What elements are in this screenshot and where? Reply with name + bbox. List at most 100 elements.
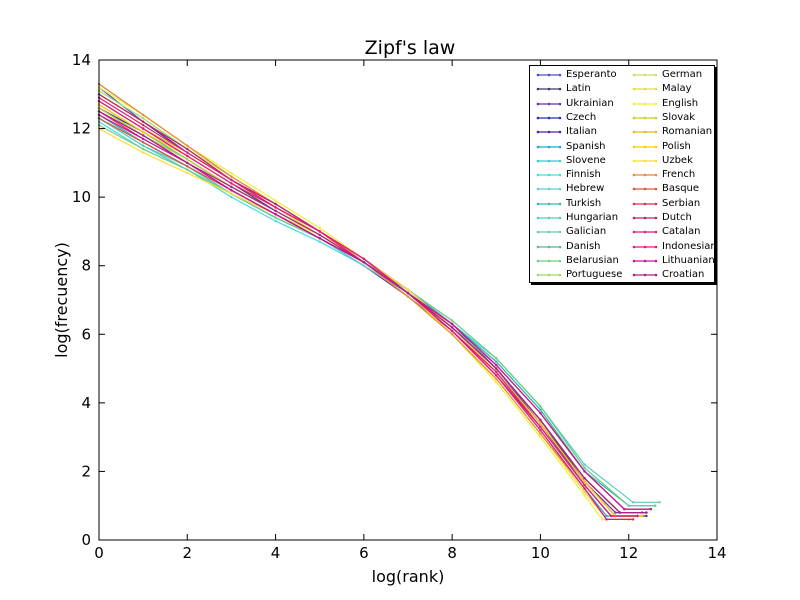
series-point-belarusian [539, 405, 542, 408]
legend-label: Dutch [662, 212, 692, 223]
legend-swatch [632, 145, 658, 148]
legend-label: Indonesian [662, 240, 717, 252]
series-point-french [539, 432, 542, 435]
legend-label: German [662, 69, 703, 80]
series-point-croatian [495, 367, 498, 370]
legend-swatch [632, 259, 658, 263]
legend-label: Ukrainian [566, 97, 614, 109]
series-point-croatian [539, 418, 542, 422]
series-point-belarusian [186, 168, 189, 171]
series-point-belarusian [141, 147, 145, 151]
legend-label: Romanian [662, 126, 713, 138]
legend-swatch [632, 216, 658, 220]
legend-swatch [632, 230, 658, 234]
legend-swatch [536, 245, 562, 248]
legend-label: Esperanto [566, 69, 617, 80]
legend-label: English [662, 97, 699, 109]
series-point-lithuanian [649, 507, 652, 511]
series-point-uzbek [186, 171, 189, 175]
tick-layer: 0 2 4 6 8 10 12 14 0 2 4 6 8 10 12 14 [72, 51, 727, 562]
legend-swatch [536, 273, 562, 277]
legend-label: Serbian [662, 197, 701, 209]
series-point-indonesian [495, 374, 498, 377]
series-point-lithuanian [141, 137, 145, 141]
series-point-croatian [406, 291, 410, 295]
series-point-polish [539, 422, 542, 425]
series-point-ukrainian [614, 511, 617, 514]
legend-swatch [536, 73, 562, 77]
series-point-indonesian [539, 429, 542, 432]
series-point-polish [141, 130, 145, 134]
series-point-indonesian [362, 257, 366, 261]
series-point-belarusian [274, 216, 277, 219]
series-point-croatian [450, 326, 454, 329]
y-tick-label: 6 [81, 325, 91, 343]
series-point-belarusian [654, 504, 657, 507]
series-point-croatian [230, 185, 233, 189]
legend-swatch [632, 173, 658, 177]
series-point-catalan [583, 483, 586, 487]
legend-swatch [536, 87, 562, 91]
y-tick-label: 12 [72, 120, 91, 138]
legend-swatch [536, 102, 562, 105]
series-point-french [186, 144, 189, 147]
legend-swatch [536, 145, 562, 148]
series-point-spanish [605, 514, 608, 518]
series-point-lithuanian [274, 213, 277, 216]
series-point-catalan [186, 151, 189, 154]
series-point-hebrew [362, 264, 366, 267]
series-point-belarusian [495, 357, 498, 360]
series-point-lithuanian [450, 322, 454, 326]
series-point-finnish [318, 240, 321, 243]
series-point-indonesian [631, 518, 635, 521]
series-point-lithuanian [495, 363, 498, 367]
legend-swatch [536, 202, 562, 205]
series-point-croatian [362, 261, 366, 264]
legend-swatch [632, 159, 658, 163]
series-point-dutch [274, 202, 277, 206]
legend-label: Slovene [566, 154, 606, 166]
series-point-hungarian [631, 501, 635, 504]
series-point-catalan [495, 370, 498, 374]
legend-swatch [536, 130, 562, 134]
series-point-english [539, 435, 542, 439]
series-point-croatian [274, 209, 277, 213]
series-point-uzbek [406, 288, 410, 291]
series-point-hungarian [658, 501, 661, 504]
y-tick-label: 0 [81, 531, 91, 549]
legend-swatch [632, 245, 658, 248]
x-tick-label: 8 [447, 544, 457, 562]
chart-title: Zipf's law [365, 37, 456, 59]
legend-label: Slovak [662, 111, 696, 123]
legend-swatch [632, 188, 658, 191]
series-point-english [230, 171, 233, 175]
legend-swatch [632, 87, 658, 91]
y-tick-label: 14 [72, 51, 91, 69]
x-tick-label: 10 [531, 544, 550, 562]
legend-label: Hebrew [566, 183, 605, 195]
legend-swatch [536, 259, 562, 263]
series-point-lithuanian [539, 411, 542, 415]
legend-label: Italian [566, 126, 598, 138]
series-point-turkish [539, 408, 542, 411]
legend-label: Spanish [566, 140, 606, 152]
legend-swatch [536, 116, 562, 120]
legend-swatch [632, 130, 658, 134]
series-point-croatian [318, 233, 321, 237]
series-point-catalan [539, 425, 542, 429]
series-point-finnish [230, 195, 233, 199]
y-tick-label: 8 [81, 257, 91, 275]
legend-label: Finnish [566, 169, 601, 181]
legend-label: Latin [566, 83, 591, 95]
y-axis-label: log(frecuency) [52, 242, 71, 358]
series-point-hungarian [141, 144, 145, 147]
legend-label: French [662, 169, 696, 181]
series-point-english [601, 518, 604, 521]
legend-swatch [536, 173, 562, 177]
legend-label: Lithuanian [662, 254, 715, 266]
series-point-belarusian [627, 504, 630, 507]
series-point-turkish [495, 360, 498, 363]
legend-label: Uzbek [662, 154, 693, 166]
series-point-indonesian [186, 154, 189, 158]
